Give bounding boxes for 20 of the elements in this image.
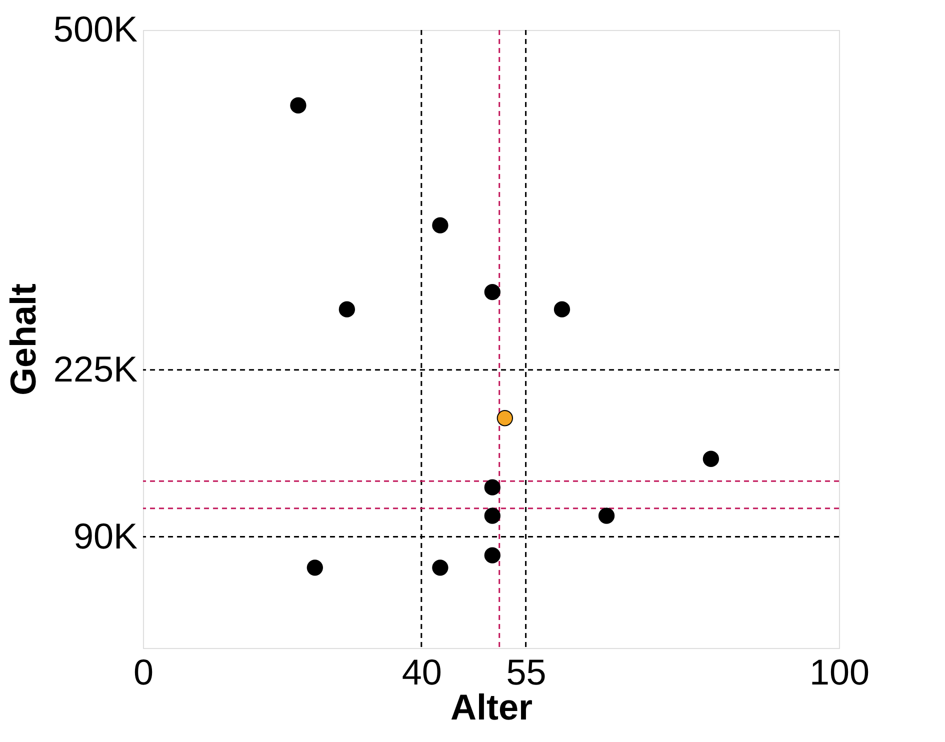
point [484,479,500,496]
point [496,410,514,426]
point [484,547,500,564]
point [306,560,323,576]
y-axis-title: Gehalt [2,283,44,396]
y-tick-label: 500K [53,8,138,50]
point [484,284,500,300]
y-tick-label: 90K [73,515,138,556]
point [484,508,500,524]
point [338,301,356,318]
point [702,450,720,467]
x-tick-label: 40 [402,652,442,692]
y-tick-label: 225K [53,348,138,390]
point [432,217,448,234]
point [432,560,448,576]
x-tick-label: 0 [133,652,154,692]
point [598,508,615,524]
x-tick-label: 100 [809,652,870,692]
point [290,97,306,114]
point [554,301,570,318]
